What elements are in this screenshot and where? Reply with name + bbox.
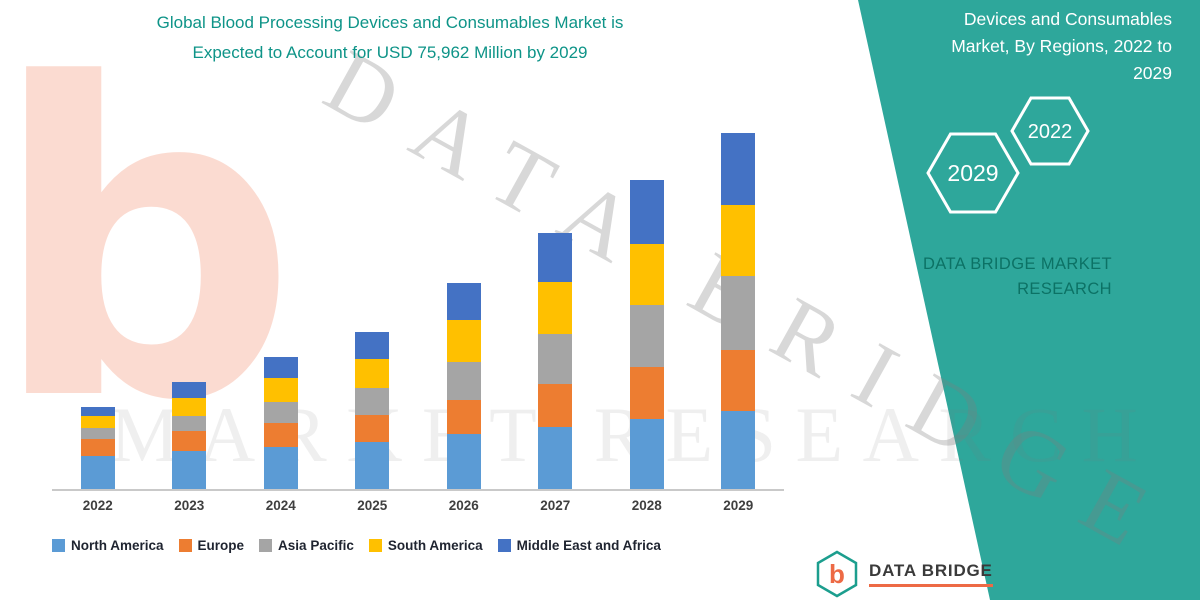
bar-segment-europe (355, 414, 390, 443)
bar-stack-2023 (172, 381, 207, 489)
bar-segment-south-america (538, 282, 573, 334)
bar-segment-asia-pacific (721, 276, 756, 350)
page-title-line1: Global Blood Processing Devices and Cons… (156, 13, 624, 32)
bar-segment-asia-pacific (263, 401, 298, 424)
footer-logo-letter: b (829, 559, 845, 589)
bar-column-2027 (510, 116, 602, 489)
bar-segment-asia-pacific (446, 362, 481, 400)
bar-segment-asia-pacific (172, 415, 207, 432)
bar-segment-south-america (629, 243, 664, 306)
bar-segment-middle-east-and-africa (538, 232, 573, 283)
legend-item-middle-east-and-africa: Middle East and Africa (497, 538, 661, 553)
bar-segment-middle-east-and-africa (629, 180, 664, 244)
chart-plot-area (52, 116, 784, 491)
bar-column-2023 (144, 116, 236, 489)
x-axis-label-2025: 2025 (357, 498, 388, 513)
page-title: Global Blood Processing Devices and Cons… (70, 8, 710, 68)
legend-label: Asia Pacific (278, 538, 354, 553)
bar-stack-2025 (355, 332, 390, 489)
bar-segment-north-america (263, 447, 298, 489)
bar-segment-north-america (721, 411, 756, 489)
legend-item-north-america: North America (52, 538, 164, 553)
bar-segment-europe (538, 383, 573, 428)
bar-segment-middle-east-and-africa (721, 132, 756, 205)
legend-label: South America (387, 538, 483, 553)
bar-column-2022 (52, 116, 144, 489)
bar-segment-south-america (446, 320, 481, 363)
bar-segment-north-america (355, 442, 390, 489)
legend-label: Europe (197, 538, 245, 553)
x-axis-label-2028: 2028 (631, 498, 662, 513)
bar-segment-south-america (355, 359, 390, 388)
bar-segment-middle-east-and-africa (80, 406, 115, 417)
bar-segment-middle-east-and-africa (172, 381, 207, 398)
bar-stack-2028 (629, 180, 664, 489)
bar-stack-2022 (80, 406, 115, 489)
bar-segment-europe (721, 349, 756, 412)
legend-swatch-icon (178, 539, 192, 552)
legend-swatch-icon (259, 539, 273, 552)
legend-swatch-icon (497, 539, 511, 552)
legend-item-europe: Europe (178, 538, 245, 553)
footer-logo-underline (869, 584, 993, 587)
footer-logo-text: DATA BRIDGE (869, 561, 993, 580)
bar-segment-europe (172, 431, 207, 452)
bar-segment-south-america (721, 204, 756, 277)
bar-segment-asia-pacific (629, 305, 664, 367)
bar-segment-south-america (263, 377, 298, 402)
bar-segment-north-america (80, 456, 115, 489)
footer-logo-text-wrap: DATA BRIDGE (869, 561, 993, 587)
bar-segment-europe (80, 439, 115, 457)
bar-column-2029 (693, 116, 785, 489)
bar-column-2028 (601, 116, 693, 489)
bar-segment-north-america (172, 451, 207, 489)
x-axis-label-2026: 2026 (448, 498, 479, 513)
bar-column-2025 (327, 116, 419, 489)
bar-stack-2027 (538, 232, 573, 489)
legend-label: North America (71, 538, 164, 553)
chart-x-axis-labels: 2022 2023 2024 2025 2026 2027 2028 2029 (52, 498, 784, 513)
x-axis-label-2022: 2022 (82, 498, 113, 513)
x-axis-label-2029: 2029 (723, 498, 754, 513)
bar-stack-2026 (446, 282, 481, 489)
legend-item-asia-pacific: Asia Pacific (259, 538, 354, 553)
brand-letter-watermark: b (0, 0, 298, 495)
legend-swatch-icon (368, 539, 382, 552)
stacked-bar-chart: 2022 2023 2024 2025 2026 2027 2028 2029 (52, 116, 784, 513)
legend-swatch-icon (52, 539, 65, 552)
x-axis-label-2027: 2027 (540, 498, 571, 513)
bar-column-2024 (235, 116, 327, 489)
bar-segment-middle-east-and-africa (263, 356, 298, 378)
chart-legend: North America Europe Asia Pacific South Ame… (52, 538, 661, 553)
bar-stack-2024 (263, 356, 298, 489)
bar-segment-asia-pacific (80, 428, 115, 440)
bar-segment-europe (446, 399, 481, 435)
x-axis-label-2023: 2023 (174, 498, 205, 513)
bar-segment-middle-east-and-africa (355, 332, 390, 360)
bar-segment-south-america (80, 416, 115, 429)
footer-logo-hexagon-icon: b (816, 550, 858, 598)
bar-segment-europe (629, 366, 664, 420)
bar-segment-north-america (538, 427, 573, 489)
bar-column-2026 (418, 116, 510, 489)
bar-segment-asia-pacific (355, 387, 390, 415)
bar-stack-2029 (721, 132, 756, 489)
bar-segment-north-america (446, 434, 481, 489)
legend-item-south-america: South America (368, 538, 483, 553)
bar-segment-south-america (172, 397, 207, 416)
bar-segment-europe (263, 423, 298, 448)
footer-logo: b DATA BRIDGE (815, 550, 993, 598)
bar-segment-asia-pacific (538, 333, 573, 384)
x-axis-label-2024: 2024 (265, 498, 296, 513)
bar-segment-middle-east-and-africa (446, 282, 481, 321)
page-title-line2: Expected to Account for USD 75,962 Milli… (192, 43, 588, 62)
legend-label: Middle East and Africa (516, 538, 661, 553)
bar-segment-north-america (629, 419, 664, 489)
